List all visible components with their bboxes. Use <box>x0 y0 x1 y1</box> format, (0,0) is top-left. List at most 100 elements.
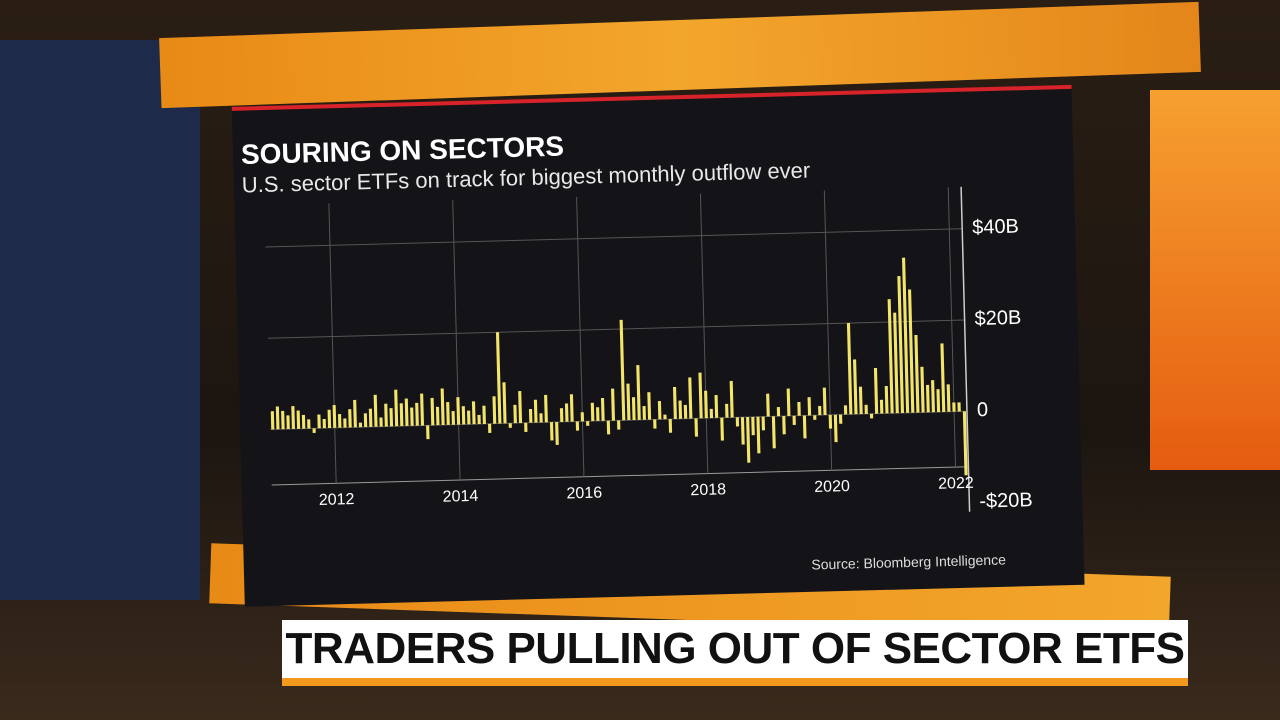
bar <box>940 343 946 412</box>
bar <box>714 394 719 418</box>
bar <box>818 405 822 416</box>
bar <box>663 414 667 420</box>
bar <box>626 383 631 421</box>
bar <box>332 404 337 428</box>
bar <box>518 390 523 424</box>
bar <box>495 332 502 424</box>
bar <box>358 422 363 428</box>
grid-line <box>328 203 337 484</box>
bar <box>694 418 699 437</box>
bar <box>524 422 528 433</box>
bar <box>751 416 755 436</box>
bar <box>389 408 394 427</box>
bar <box>688 377 693 419</box>
bar <box>596 407 600 421</box>
bar <box>555 421 559 445</box>
bar <box>440 388 445 426</box>
bar <box>317 414 321 429</box>
bar <box>270 411 275 430</box>
bar <box>404 398 409 426</box>
x-tick-label: 2020 <box>814 478 850 496</box>
bar <box>853 359 858 415</box>
bar <box>322 418 326 429</box>
bar <box>291 406 295 429</box>
bar <box>307 419 311 429</box>
bar <box>828 414 833 429</box>
bar <box>502 382 507 424</box>
bar <box>887 299 894 414</box>
bar <box>729 380 734 418</box>
bar <box>678 400 683 419</box>
bar <box>451 411 455 425</box>
bar <box>858 386 863 415</box>
bar <box>569 394 574 422</box>
bar <box>611 388 615 421</box>
bar <box>482 405 486 424</box>
bar <box>869 413 874 419</box>
bar <box>590 402 595 422</box>
bar <box>379 417 383 427</box>
bar <box>296 410 301 429</box>
x-tick-label: 2014 <box>442 488 478 506</box>
bar <box>766 393 770 417</box>
bar <box>575 421 580 431</box>
bar <box>893 312 899 414</box>
bar <box>962 411 968 476</box>
bar <box>873 367 879 414</box>
bar <box>580 412 585 422</box>
grid-line <box>265 228 963 248</box>
bar <box>368 408 373 427</box>
bar <box>884 385 889 414</box>
x-tick-label: 2022 <box>938 475 974 493</box>
bar <box>471 401 476 425</box>
bar <box>908 289 915 413</box>
bar <box>586 421 590 426</box>
y-tick-label: -$20B <box>979 489 1033 512</box>
bar <box>698 372 703 419</box>
bar <box>363 413 368 428</box>
bar <box>275 406 280 430</box>
bar <box>549 422 554 441</box>
bar <box>802 415 807 439</box>
bar <box>544 394 548 423</box>
bar <box>756 416 761 454</box>
chart-source: Source: Bloomberg Intelligence <box>811 551 1006 572</box>
x-axis <box>271 466 969 486</box>
y-tick-label: 0 <box>977 399 989 421</box>
bar <box>914 334 920 413</box>
x-tick-label: 2016 <box>566 485 602 503</box>
lower-third: TRADERS PULLING OUT OF SECTOR ETFS <box>282 620 1188 686</box>
bar <box>833 414 838 443</box>
bar <box>384 403 388 427</box>
bar <box>513 404 517 424</box>
bar <box>709 408 714 419</box>
bar <box>508 423 512 428</box>
bar <box>420 393 425 426</box>
grid-line <box>699 193 709 474</box>
bar <box>897 276 905 414</box>
bar <box>636 365 641 420</box>
bar <box>864 404 868 414</box>
bar <box>301 414 306 429</box>
bar <box>446 402 450 425</box>
bar <box>792 415 796 425</box>
bar <box>653 419 657 429</box>
background-glow <box>1150 90 1280 470</box>
bar <box>735 417 740 427</box>
chart-panel <box>231 84 1085 607</box>
bar <box>957 402 961 412</box>
bar <box>619 319 626 421</box>
bar <box>704 390 708 419</box>
bar <box>410 407 414 426</box>
bar <box>533 399 538 423</box>
bar <box>492 396 497 424</box>
panel-accent <box>231 84 1072 111</box>
grid-line <box>947 187 957 468</box>
bar <box>952 402 956 412</box>
bar <box>776 407 781 417</box>
bar <box>477 414 481 425</box>
bar <box>394 389 399 427</box>
bar <box>327 409 332 429</box>
bar <box>725 403 729 418</box>
